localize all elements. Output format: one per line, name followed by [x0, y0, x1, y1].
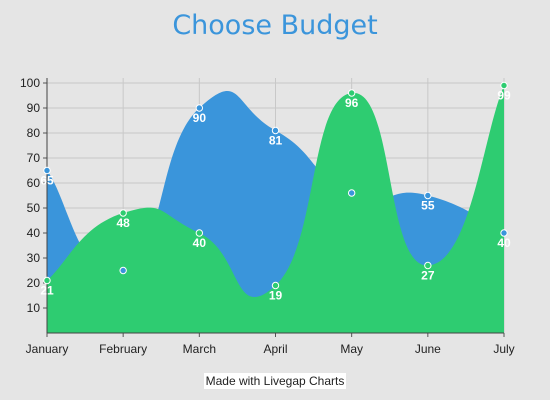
data-point[interactable]: [271, 126, 280, 135]
series-areas: [47, 85, 504, 334]
data-label: 96: [345, 96, 359, 110]
y-tick-label: 30: [27, 251, 41, 265]
y-tick-label: 50: [27, 201, 41, 215]
data-label: 99: [497, 89, 511, 103]
data-point[interactable]: [424, 191, 432, 200]
data-point[interactable]: [43, 276, 51, 285]
data-point[interactable]: [43, 166, 51, 175]
data-points: [43, 81, 508, 290]
data-label: 27: [421, 269, 435, 283]
x-tick-label: May: [340, 342, 363, 356]
y-tick-label: 70: [27, 151, 41, 165]
data-label: 55: [421, 199, 435, 213]
data-label: 19: [269, 289, 283, 303]
x-tick-label: January: [26, 342, 69, 356]
data-point[interactable]: [500, 81, 508, 90]
series-area-2[interactable]: [47, 85, 504, 334]
x-tick-label: July: [493, 342, 514, 356]
data-label: 90: [193, 111, 207, 125]
data-label: 81: [269, 134, 283, 148]
x-tick-label: June: [415, 342, 441, 356]
data-labels: 65 90 81 55 40 21 48 40 19 96 27 99: [40, 89, 511, 303]
data-label: 48: [116, 216, 130, 230]
y-tick-label: 90: [27, 101, 41, 115]
credit-label[interactable]: Made with Livegap Charts: [203, 373, 347, 389]
data-label: 65: [40, 174, 54, 188]
data-point[interactable]: [195, 229, 204, 237]
data-point[interactable]: [271, 281, 280, 290]
y-tick-label: 80: [27, 126, 41, 140]
data-label: 40: [193, 236, 207, 250]
data-point[interactable]: [347, 89, 356, 97]
chart-title: Choose Budget: [172, 10, 378, 41]
data-point[interactable]: [119, 266, 127, 275]
data-point[interactable]: [347, 189, 356, 197]
y-tick-label: 40: [27, 226, 41, 240]
y-tick-label: 20: [27, 276, 41, 290]
y-tick-label: 100: [20, 76, 40, 90]
x-tick-label: February: [99, 342, 147, 356]
data-label: 21: [40, 284, 54, 298]
data-point[interactable]: [500, 229, 508, 237]
y-tick-label: 60: [27, 176, 41, 190]
data-point[interactable]: [195, 104, 204, 112]
y-tick-label: 10: [27, 301, 41, 315]
x-tick-label: March: [183, 342, 216, 356]
data-point[interactable]: [119, 209, 127, 217]
data-point[interactable]: [424, 261, 432, 270]
x-tick-label: April: [263, 342, 287, 356]
data-label: 40: [497, 236, 511, 250]
axes: 10 20 30 40 50 60 70 80 90 100 January February Marc…: [20, 76, 515, 356]
